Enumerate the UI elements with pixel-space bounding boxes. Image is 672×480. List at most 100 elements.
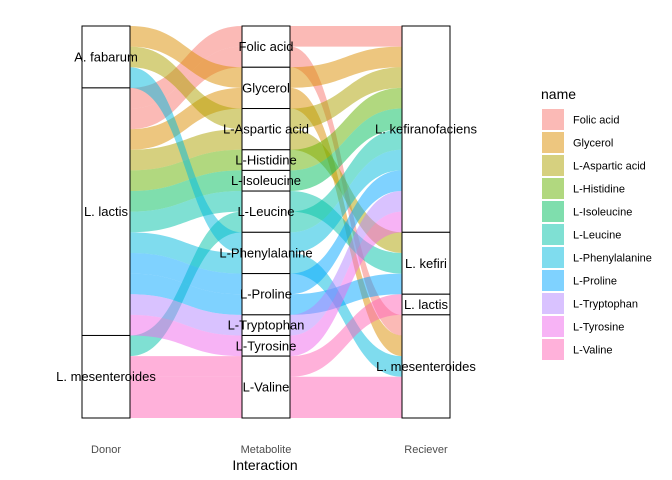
- stratum-l-lactis: L. lactis: [81, 87, 131, 336]
- legend-swatch: [542, 201, 564, 222]
- legend-swatch: [542, 224, 564, 245]
- flow-glycerol: [130, 26, 402, 88]
- stratum-label: L. mesenteroides: [376, 359, 476, 374]
- flow-ribbon: [290, 46, 402, 88]
- stratum-l-mesenteroides: L. mesenteroides: [376, 314, 476, 419]
- stratum-l-phenylalanine: L-Phenylalanine: [219, 231, 313, 275]
- flows-layer: [130, 26, 402, 418]
- stratum-label: L. lactis: [404, 297, 449, 312]
- legend-swatch: [542, 132, 564, 153]
- flow-ribbon: [290, 191, 402, 336]
- axis-layer: Interaction Donor Metabolite Reciever: [91, 444, 448, 473]
- flow-ribbon: [130, 170, 242, 212]
- stratum-l-lactis: L. lactis: [401, 293, 451, 316]
- legend-title: name: [541, 86, 576, 102]
- flow-l-aspartic-acid: [130, 46, 402, 130]
- stratum-box: [241, 273, 291, 316]
- flow-l-tyrosine: [130, 211, 402, 357]
- legend-label: L-Proline: [573, 276, 617, 288]
- flow-l-tryptophan: [130, 191, 402, 336]
- flow-ribbon: [290, 170, 402, 295]
- flow-ribbon: [130, 314, 242, 357]
- legend-swatch: [542, 316, 564, 337]
- flow-l-phenylalanine: [130, 67, 402, 253]
- x-tick-label: Reciever: [404, 444, 448, 456]
- flow-ribbon: [130, 273, 242, 315]
- stratum-label: L-Tryptophan: [228, 318, 305, 333]
- legend-item: L-Tyrosine: [542, 316, 624, 337]
- stratum-l-aspartic-acid: L-Aspartic acid: [223, 108, 309, 151]
- flow-ribbon: [130, 252, 242, 295]
- stratum-box: [241, 190, 291, 233]
- stratum-label: L. kefiri: [405, 256, 447, 271]
- legend-label: L-Aspartic acid: [573, 161, 646, 173]
- flow-ribbon: [130, 129, 242, 171]
- flow-ribbon: [130, 26, 242, 88]
- legend-item: L-Valine: [542, 339, 613, 360]
- legend-label: L-Valine: [573, 345, 613, 357]
- flow-ribbon: [290, 294, 402, 377]
- stratum-label: L-Leucine: [237, 204, 294, 219]
- stratum-label: A. fabarum: [74, 49, 138, 64]
- stratum-l-tryptophan: L-Tryptophan: [228, 314, 305, 336]
- stratum-label: L-Valine: [243, 380, 290, 395]
- flow-ribbon: [290, 149, 402, 253]
- legend-item: Folic acid: [542, 109, 619, 130]
- legend-swatch: [542, 293, 564, 314]
- legend-item: L-Isoleucine: [542, 201, 632, 222]
- flow-ribbon: [130, 376, 242, 418]
- flow-l-valine: [130, 294, 402, 377]
- stratum-label: L-Histidine: [235, 153, 296, 168]
- stratum-box: [241, 355, 291, 419]
- stratum-a-fabarum: A. fabarum: [74, 25, 138, 89]
- legend-label: Folic acid: [573, 115, 619, 127]
- legend-swatch: [542, 155, 564, 176]
- stratum-l-proline: L-Proline: [240, 273, 292, 316]
- stratum-box: [81, 87, 131, 336]
- legend-swatch: [542, 247, 564, 268]
- legend-label: L-Histidine: [573, 184, 625, 196]
- legend-label: L-Tryptophan: [573, 299, 638, 311]
- stratum-label: L-Proline: [240, 287, 292, 302]
- stratum-box: [401, 25, 451, 233]
- legend-swatch: [542, 109, 564, 130]
- stratum-l-kefiranofaciens: L. kefiranofaciens: [375, 25, 477, 233]
- stratum-l-histidine: L-Histidine: [235, 149, 297, 171]
- legend-swatch: [542, 339, 564, 360]
- legend-label: L-Phenylalanine: [573, 253, 652, 265]
- stratum-box: [401, 231, 451, 295]
- legend-swatch: [542, 178, 564, 199]
- legend-item: Glycerol: [542, 132, 613, 153]
- legend-item: L-Tryptophan: [542, 293, 638, 314]
- stratum-l-mesenteroides: L. mesenteroides: [56, 334, 156, 419]
- stratum-box: [241, 25, 291, 68]
- legend-item: L-Aspartic acid: [542, 155, 646, 176]
- stratum-l-isoleucine: L-Isoleucine: [231, 169, 301, 192]
- stratum-l-valine: L-Valine: [241, 355, 291, 419]
- stratum-label: L-Isoleucine: [231, 173, 301, 188]
- flow-l-phenylalanine: [130, 232, 402, 377]
- stratum-box: [401, 314, 451, 419]
- legend-swatch: [542, 270, 564, 291]
- strata-layer: A. fabarum L. lactis L. mesenteroides Folic…: [56, 25, 477, 419]
- stratum-box: [81, 334, 131, 419]
- stratum-label: L. mesenteroides: [56, 369, 156, 384]
- flow-ribbon: [130, 46, 242, 130]
- legend-label: L-Leucine: [573, 230, 621, 242]
- stratum-folic-acid: Folic acid: [239, 25, 294, 68]
- stratum-label: Folic acid: [239, 39, 294, 54]
- legend-item: L-Leucine: [542, 224, 621, 245]
- flow-ribbon: [130, 191, 242, 233]
- flow-l-proline: [130, 170, 402, 295]
- stratum-box: [241, 231, 291, 275]
- legend-label: L-Tyrosine: [573, 322, 624, 334]
- flow-ribbon: [130, 232, 242, 274]
- flow-ribbon: [290, 87, 402, 171]
- flow-ribbon: [290, 211, 402, 357]
- stratum-label: L. kefiranofaciens: [375, 122, 477, 137]
- flow-ribbon: [130, 294, 242, 336]
- flow-ribbon: [290, 67, 402, 130]
- flow-l-isoleucine: [130, 108, 402, 212]
- flow-ribbon: [290, 26, 402, 47]
